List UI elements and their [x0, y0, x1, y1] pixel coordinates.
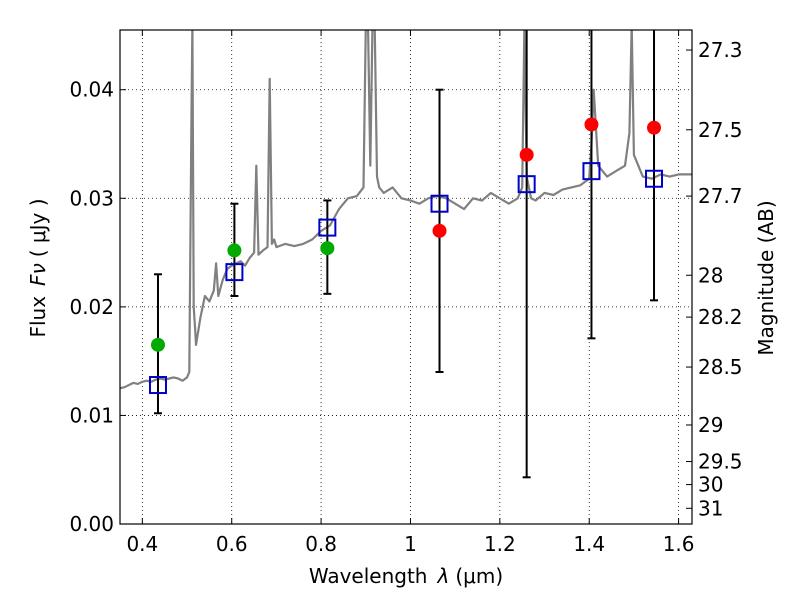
x-tick-label: 1.4	[573, 532, 605, 556]
model-points-layer	[148, 162, 664, 395]
x-tick-label: 1	[404, 532, 417, 556]
y-axis-label: FluxFν( μJy )	[26, 198, 50, 337]
x-tick-label: 1.2	[484, 532, 516, 556]
observed-points-layer	[150, 117, 662, 352]
observed-point	[227, 243, 242, 258]
observed-point	[519, 147, 534, 162]
model-spectrum-line	[120, 30, 692, 390]
y2-tick-label: 30	[698, 473, 723, 497]
x-tick-label: 1.6	[663, 532, 695, 556]
model-point	[645, 169, 664, 188]
y-tick-label: 0.02	[69, 295, 114, 319]
y2-tick-label: 29	[698, 413, 723, 437]
observed-point	[150, 337, 165, 352]
y2-tick-label: 31	[698, 496, 723, 520]
error-bars-layer	[153, 30, 659, 479]
y2-axis-label: Magnitude (AB)	[754, 200, 778, 355]
plot-frame	[119, 29, 693, 525]
x-tick-label: 0.8	[305, 532, 337, 556]
model-point	[517, 175, 536, 194]
model-point	[582, 162, 601, 181]
y-tick-label: 0.03	[69, 186, 114, 210]
y2-tick-label: 28.5	[698, 355, 743, 379]
model-point	[148, 376, 167, 395]
y2-tick-label: 29.5	[698, 450, 743, 474]
y2-tick-label: 27.7	[698, 184, 743, 208]
observed-point	[320, 241, 335, 256]
y-axis-ticks: 0.00 0.01 0.02 0.03 0.04	[69, 78, 126, 536]
model-point	[430, 194, 449, 213]
x-axis-ticks: 0.4 0.6 0.8 1 1.2 1.4 1.6	[126, 30, 695, 556]
observed-point	[584, 117, 599, 132]
y2-tick-label: 28.2	[698, 305, 743, 329]
model-point	[225, 263, 244, 282]
y-tick-label: 0.01	[69, 403, 114, 427]
y2-tick-label: 27.3	[698, 38, 743, 62]
x-axis-label: Wavelength λ (μm)	[309, 564, 503, 588]
observed-point	[647, 120, 662, 135]
y2-tick-label: 27.5	[698, 118, 743, 142]
model-point	[318, 218, 337, 237]
y-tick-label: 0.04	[69, 78, 114, 102]
x-tick-label: 0.6	[216, 532, 248, 556]
model-spectrum-layer	[120, 30, 692, 390]
x-tick-label: 0.4	[126, 532, 158, 556]
observed-point	[432, 223, 447, 238]
y2-tick-label: 28	[698, 263, 723, 287]
y-tick-label: 0.00	[69, 512, 114, 536]
